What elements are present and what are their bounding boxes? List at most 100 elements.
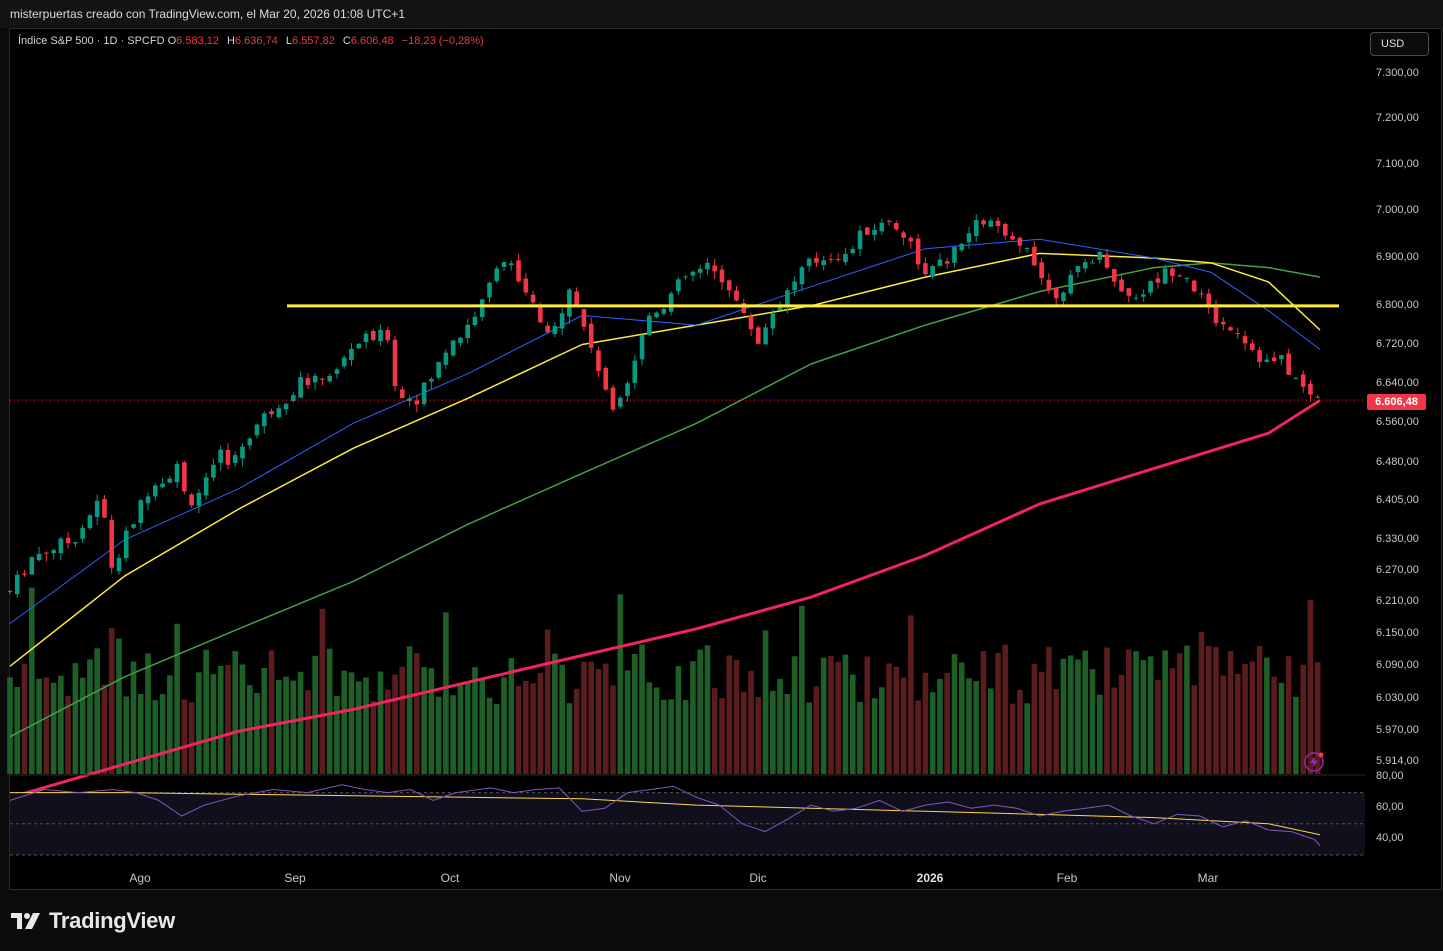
volume-bar xyxy=(399,666,406,774)
volume-bar xyxy=(1075,659,1081,774)
legend-close-label: C xyxy=(342,35,351,47)
volume-bar xyxy=(1162,650,1168,774)
candle-body xyxy=(1199,293,1204,295)
volume-bar xyxy=(450,695,456,774)
volume-bar xyxy=(537,672,544,774)
volume-bar xyxy=(515,685,522,774)
candle-body xyxy=(632,360,638,383)
volume-bar xyxy=(1046,646,1052,774)
candle-body xyxy=(966,233,972,243)
volume-bar xyxy=(617,594,624,774)
candle-body xyxy=(1075,266,1081,273)
alert-bolt-icon[interactable] xyxy=(1303,751,1325,773)
candle-body xyxy=(261,413,267,427)
volume-bar xyxy=(1256,645,1263,774)
sma-blue-line xyxy=(9,238,1321,624)
volume-bar xyxy=(116,638,122,774)
price-tick-label: 6.560,00 xyxy=(1376,416,1419,429)
volume-bar xyxy=(1082,650,1089,774)
volume-bar xyxy=(1278,682,1285,774)
candle-body xyxy=(1119,279,1124,292)
candle-body xyxy=(1228,327,1233,331)
candle-body xyxy=(617,397,623,407)
candle-body xyxy=(36,553,42,561)
candle-body xyxy=(443,352,449,365)
volume-bar xyxy=(435,696,442,774)
volume-bar xyxy=(661,699,667,774)
candle-body xyxy=(872,229,877,235)
candle-body xyxy=(320,378,325,380)
volume-bar xyxy=(1060,658,1067,774)
candle-body xyxy=(240,446,245,459)
volume-bar xyxy=(1169,668,1176,774)
volume-bar xyxy=(929,692,936,774)
volume-bar xyxy=(610,685,616,774)
volume-bar xyxy=(726,655,733,774)
candle-body xyxy=(937,259,943,266)
candle-body xyxy=(1250,343,1255,350)
volume-bar xyxy=(501,677,507,774)
volume-bar xyxy=(130,661,137,774)
volume-bar xyxy=(595,669,602,774)
candle-body xyxy=(1133,297,1139,299)
candle-body xyxy=(1315,396,1321,398)
candle-body xyxy=(1264,359,1270,362)
candle-body xyxy=(567,289,572,317)
candle-body xyxy=(407,398,412,401)
currency-button[interactable]: USD xyxy=(1370,32,1429,56)
candle-body xyxy=(1003,224,1008,236)
candle-body xyxy=(770,313,776,329)
legend-high-label: H xyxy=(227,35,235,47)
volume-bar xyxy=(50,682,57,774)
volume-bar xyxy=(14,686,21,774)
candle-body xyxy=(116,557,122,572)
time-tick-label: Ago xyxy=(129,871,151,885)
volume-bar xyxy=(225,664,231,774)
chart-credit: misterpuertas creado con TradingView.com… xyxy=(10,7,405,21)
candle-body xyxy=(153,485,158,497)
price-tick-label: 6.330,00 xyxy=(1376,532,1419,545)
last-price-label: 6.606,48 xyxy=(1367,394,1426,410)
volume-bar xyxy=(58,675,64,774)
volume-bar xyxy=(1031,663,1038,774)
volume-bar xyxy=(217,665,224,774)
candle-body xyxy=(356,343,362,349)
legend-close: 6.606,48 xyxy=(350,35,394,47)
time-tick-label: Sep xyxy=(284,871,306,885)
volume-bar xyxy=(174,623,180,774)
volume-bar xyxy=(1126,649,1132,774)
candle-body xyxy=(109,519,115,568)
candle-body xyxy=(472,316,478,326)
volume-bar xyxy=(857,701,863,774)
candle-body xyxy=(421,382,427,404)
volume-bar xyxy=(43,677,50,774)
price-tick-label: 6.030,00 xyxy=(1376,691,1419,704)
candle-body xyxy=(1104,254,1110,268)
candle-body xyxy=(334,369,340,374)
volume-bar xyxy=(828,656,834,774)
volume-bar xyxy=(232,651,239,774)
volume-bar xyxy=(835,661,842,774)
candle-body xyxy=(886,220,892,222)
candle-body xyxy=(915,238,921,265)
volume-bar xyxy=(675,666,682,774)
volume-bar xyxy=(1111,687,1118,774)
price-tick-label: 6.210,00 xyxy=(1376,595,1419,608)
volume-bar xyxy=(36,678,42,774)
price-tick-label: 7.300,00 xyxy=(1376,67,1419,79)
time-tick-label: Oct xyxy=(440,871,460,885)
volume-bar xyxy=(87,659,93,774)
volume-bar xyxy=(799,605,805,774)
candle-body xyxy=(1242,336,1248,344)
candle-body xyxy=(29,557,35,575)
volume-bar xyxy=(326,648,333,774)
tradingview-logo[interactable]: TradingView xyxy=(11,908,175,934)
volume-bar xyxy=(137,693,144,774)
volume-bar xyxy=(711,688,718,774)
volume-bar xyxy=(28,587,35,774)
candle-body xyxy=(1257,350,1262,362)
candle-body xyxy=(821,260,826,266)
candle-body xyxy=(363,333,369,343)
volume-bar xyxy=(879,687,885,774)
